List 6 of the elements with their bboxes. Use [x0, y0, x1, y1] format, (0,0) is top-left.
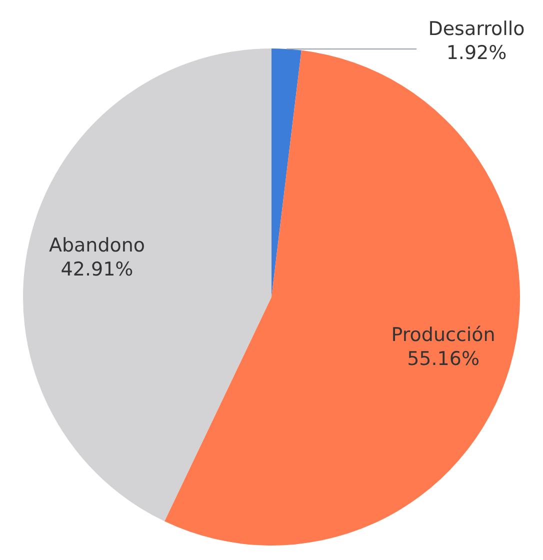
slice-label: Producción: [391, 324, 496, 346]
data-label: 42.91%: [60, 258, 134, 280]
data-label: 1.92%: [446, 42, 507, 64]
slice-label: Desarrollo: [428, 18, 525, 40]
data-label: 55.16%: [407, 348, 480, 370]
slice-label: Abandono: [48, 234, 146, 256]
